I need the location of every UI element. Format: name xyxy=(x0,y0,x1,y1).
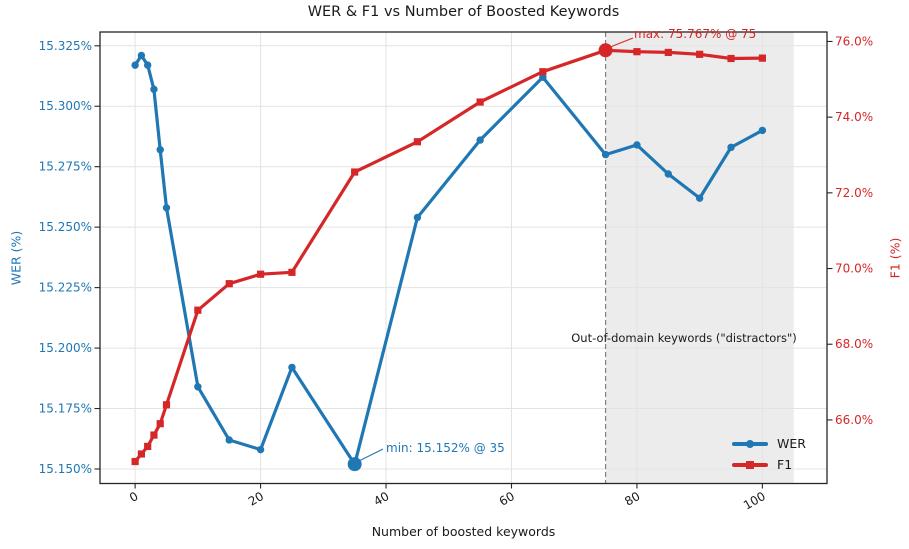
wer-legend-line xyxy=(732,439,768,448)
wer-marker xyxy=(162,204,171,212)
y-left-tick-label: 15.150% xyxy=(39,462,92,476)
out-of-domain-span xyxy=(605,32,794,484)
x-tick-label: 100 xyxy=(741,489,768,513)
wer-marker xyxy=(413,213,422,222)
axes-frame xyxy=(99,31,828,485)
wer-marker xyxy=(194,383,202,391)
min-annotation-leader xyxy=(358,448,384,462)
f1-marker xyxy=(633,48,641,56)
legend-item-f1: F1 xyxy=(732,454,806,475)
x-tick-label: 40 xyxy=(371,489,391,509)
f1-marker xyxy=(162,401,171,409)
wer-line xyxy=(133,53,765,466)
f1-marker xyxy=(137,450,145,458)
f1-marker xyxy=(156,420,164,428)
wer-marker xyxy=(256,445,265,454)
f1-marker xyxy=(194,306,202,314)
span-region-label: Out-of-domain keywords ("distractors") xyxy=(571,331,797,345)
f1-marker xyxy=(696,50,704,58)
legend-label-wer: WER xyxy=(777,436,806,451)
chart-title: WER & F1 vs Number of Boosted Keywords xyxy=(307,4,620,20)
f1-marker xyxy=(131,457,139,466)
wer-marker xyxy=(156,146,164,154)
y-left-tick-label: 15.175% xyxy=(39,402,92,416)
max-point-highlight xyxy=(598,43,613,58)
f1-marker xyxy=(256,270,265,278)
x-tick-label: 80 xyxy=(622,489,642,509)
wer-marker xyxy=(695,194,704,202)
f1-marker xyxy=(664,48,672,57)
wer-legend-circle-icon xyxy=(746,439,754,448)
wer-marker xyxy=(137,51,146,60)
y-right-tick-label: 72.0% xyxy=(835,186,873,200)
wer-marker xyxy=(664,170,673,178)
min-point-highlight xyxy=(347,457,362,472)
f1-marker xyxy=(144,442,152,451)
wer-marker xyxy=(131,61,139,69)
f1-marker xyxy=(539,68,547,76)
wer-marker xyxy=(476,136,484,144)
legend-item-wer: WER xyxy=(732,433,806,454)
y-right-tick-label: 76.0% xyxy=(835,34,873,48)
y-left-tick-label: 15.275% xyxy=(39,160,92,174)
y-right-axis-label: F1 (%) xyxy=(887,237,903,279)
wer-marker xyxy=(150,85,158,94)
y-left-tick-label: 15.225% xyxy=(39,281,92,295)
max-annotation: max: 75.767% @ 75 xyxy=(634,27,757,41)
y-left-tick-label: 15.300% xyxy=(39,99,92,113)
wer-marker xyxy=(727,143,735,152)
legend-label-f1: F1 xyxy=(777,457,793,472)
f1-marker xyxy=(225,280,233,288)
y-left-tick-label: 15.250% xyxy=(39,220,92,234)
wer-marker xyxy=(601,150,610,159)
f1-marker xyxy=(288,268,296,276)
f1-marker xyxy=(727,54,735,63)
y-left-axis-label: WER (%) xyxy=(8,230,24,286)
f1-legend-square-icon xyxy=(746,460,754,469)
f1-legend-line xyxy=(732,460,768,469)
x-tick-label: 20 xyxy=(246,489,266,509)
y-left-tick-label: 15.325% xyxy=(39,39,92,53)
x-tick-label: 0 xyxy=(127,489,141,505)
f1-marker xyxy=(476,98,484,106)
wer-marker xyxy=(225,436,233,444)
y-right-tick-label: 68.0% xyxy=(835,337,873,351)
min-annotation: min: 15.152% @ 35 xyxy=(386,441,505,455)
y-right-tick-label: 70.0% xyxy=(835,262,873,276)
legend: WER F1 xyxy=(732,433,806,475)
f1-marker xyxy=(351,168,359,176)
y-right-tick-label: 74.0% xyxy=(835,110,873,124)
max-annotation-leader xyxy=(609,37,634,48)
x-tick-label: 60 xyxy=(497,489,517,509)
wer-marker xyxy=(633,141,641,149)
wer-marker xyxy=(143,61,152,69)
wer-marker xyxy=(758,126,767,135)
y-right-tick-label: 66.0% xyxy=(835,413,873,427)
f1-marker xyxy=(758,54,766,62)
wer-marker xyxy=(539,73,547,81)
f1-marker xyxy=(150,431,158,439)
y-left-tick-label: 15.200% xyxy=(39,341,92,355)
x-axis-label: Number of boosted keywords xyxy=(371,524,556,539)
wer-marker xyxy=(288,363,296,372)
f1-marker xyxy=(413,138,421,146)
